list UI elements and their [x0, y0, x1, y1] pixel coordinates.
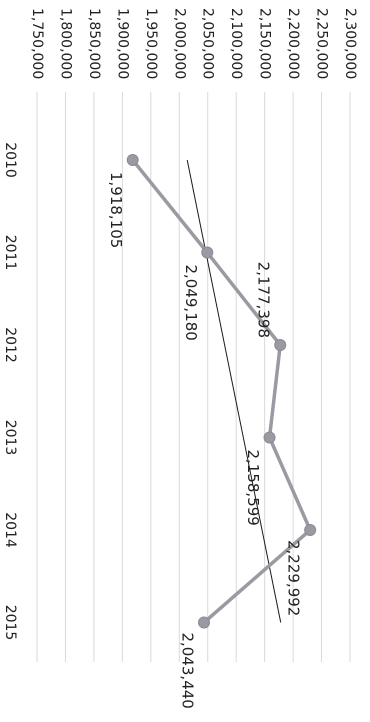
- data-label: 2,229,992: [285, 540, 303, 616]
- value-tick-label: 1,900,000: [114, 8, 130, 79]
- value-tick-label: 2,050,000: [200, 8, 216, 79]
- category-tick-label: 2011: [2, 235, 18, 271]
- value-tick-label: 1,950,000: [143, 8, 159, 79]
- value-tick-label: 2,000,000: [171, 8, 187, 79]
- value-axis-ticks: 1,750,000 1,800,000 1,850,000 1,900,000 1,95…: [29, 8, 358, 79]
- value-tick-label: 2,250,000: [314, 8, 330, 79]
- data-label: 2,043,440: [178, 633, 196, 709]
- value-tick-label: 2,200,000: [285, 8, 301, 79]
- data-label: 2,177,398: [255, 262, 273, 338]
- series-group: [126, 154, 317, 629]
- category-axis-ticks: 2010 2011 2012 2013 2014 2015: [2, 142, 18, 640]
- category-tick-label: 2012: [2, 327, 18, 363]
- category-tick-label: 2015: [2, 605, 18, 641]
- value-tick-label: 2,300,000: [342, 8, 358, 79]
- data-point: [263, 431, 276, 444]
- category-tick-label: 2014: [2, 512, 18, 548]
- data-label: 1,918,105: [107, 172, 125, 248]
- data-label: 2,049,180: [182, 265, 200, 341]
- trendline-group: [186, 159, 282, 623]
- data-point: [304, 524, 317, 536]
- data-point: [197, 616, 210, 629]
- trendline: [186, 159, 282, 623]
- value-tick-label: 1,800,000: [57, 8, 73, 79]
- category-tick-label: 2010: [2, 142, 18, 178]
- series-line: [131, 158, 312, 624]
- data-labels: 1,918,105 2,049,180 2,177,398 2,158,599 2,22…: [107, 172, 302, 709]
- value-tick-label: 2,100,000: [228, 8, 244, 79]
- category-tick-label: 2013: [2, 420, 18, 456]
- value-tick-label: 2,150,000: [257, 8, 273, 79]
- value-tick-label: 1,850,000: [86, 8, 102, 79]
- data-point: [126, 154, 139, 166]
- data-label: 2,158,599: [244, 450, 262, 526]
- data-point: [274, 339, 287, 351]
- value-tick-label: 1,750,000: [29, 8, 45, 79]
- data-point: [201, 246, 214, 259]
- gridlines: [36, 92, 351, 662]
